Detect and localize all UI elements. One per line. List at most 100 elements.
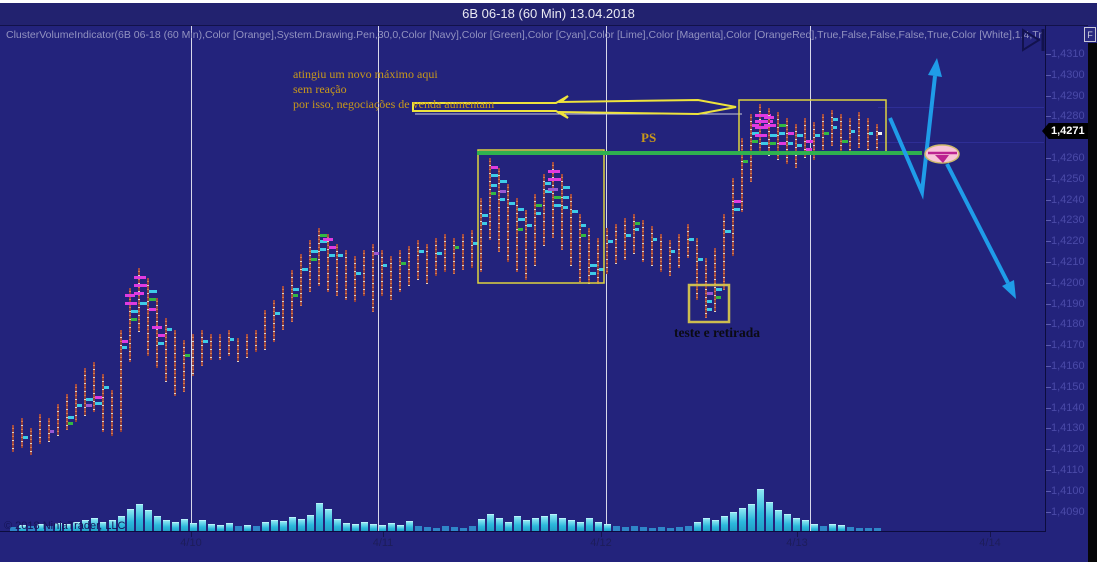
volume-bar: [559, 518, 566, 532]
candle-wick: [813, 122, 815, 160]
blue-arrow-line-1[interactable]: [888, 75, 937, 200]
candle-wick: [138, 268, 140, 332]
cluster-block: [95, 396, 103, 399]
volume-bar: [136, 504, 143, 532]
cluster-block: [320, 240, 328, 243]
cluster-block: [755, 120, 773, 123]
price-label: 1,4130: [1051, 422, 1085, 435]
annotation-note-2[interactable]: sem reação: [293, 82, 347, 96]
volume-bar: [865, 528, 872, 531]
volume-bar: [442, 526, 449, 531]
cluster-block: [437, 252, 442, 255]
candle-wick: [516, 198, 518, 272]
volume-bar: [721, 516, 728, 532]
candle-wick: [552, 162, 554, 238]
page-title: 6B 06-18 (60 Min) 13.04.2018: [462, 6, 635, 21]
cluster-block: [788, 132, 794, 135]
volume-bar: [118, 516, 125, 532]
highlight-box-2[interactable]: [738, 99, 887, 154]
cluster-block: [185, 354, 190, 357]
cluster-block: [653, 238, 657, 241]
candle-wick: [12, 425, 14, 452]
cluster-block: [383, 264, 387, 267]
price-tick: [1046, 74, 1051, 76]
cluster-block: [635, 222, 640, 225]
cluster-block: [134, 292, 144, 295]
volume-bar: [100, 522, 107, 532]
candle-wick: [489, 158, 491, 240]
price-axis[interactable]: [1045, 25, 1046, 532]
time-gridline: [191, 25, 192, 531]
annotation-note-1[interactable]: atingiu um novo máximo aqui: [293, 67, 438, 81]
candle-wick: [687, 224, 689, 258]
cluster-block: [149, 290, 157, 293]
cluster-block: [797, 144, 802, 147]
annotation-note-3[interactable]: por isso, negociações de venda aumentam: [293, 97, 495, 111]
cluster-block: [491, 166, 498, 169]
fast-forward-button[interactable]: F: [1084, 27, 1096, 42]
volume-bar: [838, 525, 845, 532]
price-label: 1,4220: [1051, 235, 1085, 248]
price-level-line: [878, 107, 1044, 108]
volume-bar: [595, 522, 602, 532]
candle-wick: [435, 238, 437, 276]
cluster-block: [77, 404, 82, 407]
price-tick: [1046, 428, 1051, 430]
page-margin: [0, 562, 1097, 569]
price-label: 1,4120: [1051, 443, 1085, 456]
indicator-settings-text[interactable]: ClusterVolumeIndicator(6B 06-18 (60 Min)…: [6, 29, 1042, 41]
cluster-block: [536, 204, 542, 207]
price-label: 1,4240: [1051, 193, 1085, 206]
volume-bar: [181, 519, 188, 532]
candle-wick: [876, 124, 878, 150]
last-price-tag: 1,4271: [1042, 123, 1090, 139]
time-axis[interactable]: [0, 531, 1045, 532]
annotation-ps[interactable]: PS: [641, 130, 657, 145]
volume-bar: [73, 522, 80, 532]
cluster-block: [311, 258, 317, 261]
volume-bar: [109, 520, 116, 532]
volume-bar: [820, 526, 827, 531]
cluster-block: [734, 208, 740, 211]
cluster-block: [779, 124, 786, 127]
cluster-block: [548, 170, 560, 173]
cluster-block: [152, 326, 162, 329]
cluster-block: [788, 142, 793, 145]
cluster-block: [329, 254, 335, 257]
candle-wick: [57, 404, 59, 436]
candle-wick: [309, 240, 311, 292]
cluster-block: [338, 254, 343, 257]
cluster-block: [626, 234, 631, 237]
cluster-block: [725, 230, 731, 233]
yellow-arrow[interactable]: [412, 95, 737, 119]
highlight-box-1[interactable]: [477, 149, 605, 284]
candle-wick: [102, 374, 104, 432]
price-label: 1,4180: [1051, 318, 1085, 331]
cluster-block: [815, 134, 820, 137]
volume-bar: [640, 527, 647, 531]
blue-arrow-line-2[interactable]: [945, 163, 1010, 284]
candle-wick: [849, 118, 851, 154]
annotation-teste-retirada[interactable]: teste e retirada: [674, 325, 760, 340]
volume-bar: [217, 525, 224, 532]
highlight-box-3[interactable]: [687, 283, 731, 324]
volume-bar: [244, 525, 251, 532]
candle-wick: [453, 238, 455, 274]
chart-titlebar: 6B 06-18 (60 Min) 13.04.2018: [0, 3, 1097, 25]
price-label: 1,4250: [1051, 172, 1085, 185]
volume-bar: [631, 526, 638, 531]
volume-bar: [235, 526, 242, 531]
go-to-end-icon[interactable]: [1018, 26, 1050, 54]
right-edge-strip: [1088, 43, 1097, 562]
volume-bar: [316, 503, 323, 532]
price-label: 1,4280: [1051, 110, 1085, 123]
volume-bar: [649, 528, 656, 531]
candle-wick: [282, 286, 284, 330]
price-tick: [1046, 449, 1051, 451]
cluster-block: [140, 302, 148, 305]
cluster-block: [590, 264, 597, 267]
volume-bar: [307, 515, 314, 532]
cluster-block: [104, 386, 109, 389]
candle-wick: [750, 114, 752, 182]
